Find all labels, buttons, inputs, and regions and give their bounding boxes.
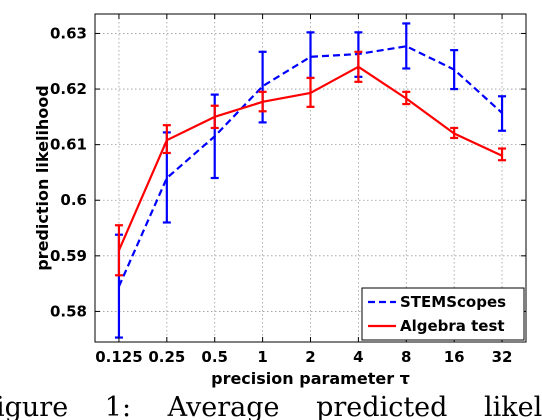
y-tick-label: 0.62	[50, 80, 87, 98]
legend-label: Algebra test	[400, 317, 505, 335]
y-tick-label: 0.63	[50, 24, 87, 42]
x-tick-label: 8	[401, 348, 411, 366]
y-tick-label: 0.6	[60, 191, 87, 209]
series-layer	[114, 22, 507, 339]
figure-caption: igure 1: Average predicted likelihood	[0, 392, 542, 420]
x-tick-label: 32	[492, 348, 513, 366]
x-tick-label: 0.5	[201, 348, 228, 366]
legend-box	[361, 287, 525, 341]
x-tick-labels: 0.125 0.25 0.5 1 2 4 8 16 32	[95, 348, 512, 366]
legend-label: STEMScopes	[400, 293, 506, 311]
y-tick-labels: 0.58 0.59 0.6 0.61 0.62 0.63	[50, 24, 87, 320]
x-tick-label: 2	[305, 348, 315, 366]
x-tick-label: 0.25	[148, 348, 185, 366]
y-tick-label: 0.59	[50, 247, 87, 265]
x-axis-label: precision parameter τ	[211, 369, 410, 388]
x-tick-label: 4	[353, 348, 363, 366]
x-tick-label: 1	[257, 348, 267, 366]
y-axis-label: prediction likelihood	[33, 85, 52, 271]
y-tick-label: 0.58	[50, 302, 87, 320]
y-tick-label: 0.61	[50, 136, 87, 154]
series-algebra-test	[114, 50, 507, 277]
x-tick-label: 0.125	[95, 348, 142, 366]
x-tick-label: 16	[444, 348, 465, 366]
legend: STEMScopes Algebra test	[361, 287, 525, 341]
